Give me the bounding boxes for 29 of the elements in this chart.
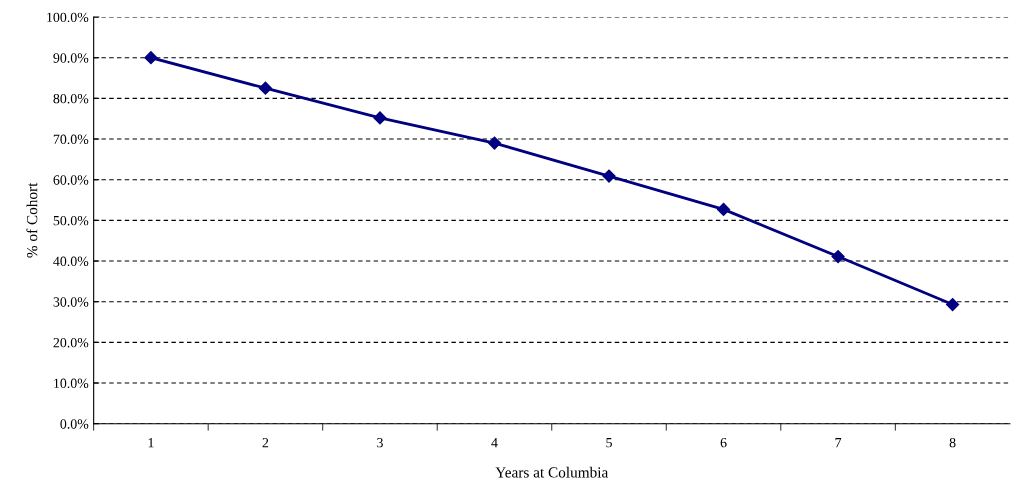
point (602, 169, 616, 183)
point (831, 249, 845, 264)
x-axis-title: Years at Columbia (495, 466, 609, 478)
y-tick-label: 0.0% (60, 419, 89, 429)
x-tick-label: 6 (720, 438, 727, 448)
y-tick-label: 30.0% (53, 297, 89, 307)
y-axis-title: % of Cohort (26, 182, 38, 258)
x-tick-label: 5 (606, 438, 612, 448)
x-tick-label: 3 (377, 438, 383, 448)
x-tick-label: 1 (148, 438, 154, 448)
x-tick-label: 4 (491, 438, 498, 448)
y-tick-label: 100.0% (47, 12, 89, 23)
x-tick-label: 2 (262, 438, 269, 448)
y-tick-label: 50.0% (53, 215, 89, 226)
y-tick-label: 40.0% (53, 256, 89, 267)
y-tick-label: 70.0% (53, 134, 89, 145)
y-tick-label: 90.0% (53, 53, 89, 63)
y-tick-label: 20.0% (53, 337, 89, 348)
y-tick-label: 60.0% (53, 175, 89, 185)
y-tick-label: 10.0% (54, 378, 89, 389)
point (373, 111, 387, 125)
point (144, 51, 158, 65)
point (258, 81, 273, 95)
y-tick-label: 80.0% (53, 93, 89, 104)
x-tick-label: 7 (835, 438, 842, 448)
point (716, 202, 731, 216)
point (946, 297, 960, 312)
point (487, 136, 502, 150)
x-tick-label: 8 (949, 437, 956, 448)
